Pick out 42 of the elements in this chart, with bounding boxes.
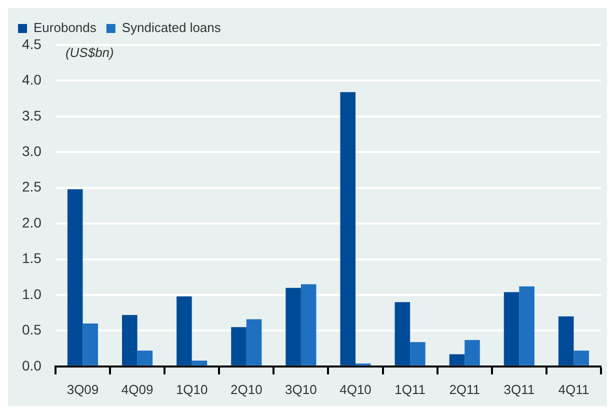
y-tick-label: 1.5 (22, 250, 42, 266)
y-tick-label: 1.0 (22, 286, 42, 302)
y-tick-label: 0.0 (22, 357, 42, 374)
bar (519, 286, 534, 366)
x-tick-label: 4Q09 (121, 382, 154, 397)
y-tick-label: 3.0 (22, 142, 42, 159)
x-tick-label: 4Q10 (340, 382, 372, 397)
legend-label: Eurobonds (34, 20, 97, 36)
x-tick-label: 3Q11 (504, 382, 535, 397)
y-tick-label: 4.5 (22, 36, 42, 52)
x-tick-label: 2Q10 (230, 382, 262, 397)
bar (394, 302, 410, 366)
x-tick-label: 1Q11 (394, 382, 426, 397)
bar (574, 350, 589, 366)
x-tick-label: 1Q10 (176, 382, 208, 397)
x-tick-label: 3Q09 (66, 382, 99, 397)
bar (231, 327, 246, 366)
bar (558, 316, 574, 366)
y-tick-label: 3.5 (22, 107, 42, 124)
bar (464, 340, 480, 366)
bar (137, 350, 153, 366)
legend-label: Syndicated loans (122, 20, 222, 36)
annotation: (US$bn) (65, 45, 114, 60)
x-tick-label: 3Q10 (285, 382, 317, 397)
y-tick-label: 0.5 (22, 322, 42, 338)
bar (122, 314, 138, 366)
y-tick-label: 4.0 (22, 72, 42, 88)
bar (192, 360, 208, 366)
x-tick-label: 4Q11 (558, 382, 590, 397)
y-tick-label: 2.0 (22, 214, 42, 230)
bar (300, 284, 316, 366)
bar (286, 288, 301, 366)
bar (176, 296, 192, 366)
bar (82, 324, 98, 366)
bar (67, 189, 83, 366)
y-tick-label: 2.5 (22, 178, 42, 195)
bar (449, 354, 465, 366)
bar (246, 319, 262, 366)
bar (504, 292, 520, 366)
bar (410, 342, 426, 366)
bar (340, 92, 356, 366)
x-tick-label: 2Q11 (449, 382, 480, 397)
